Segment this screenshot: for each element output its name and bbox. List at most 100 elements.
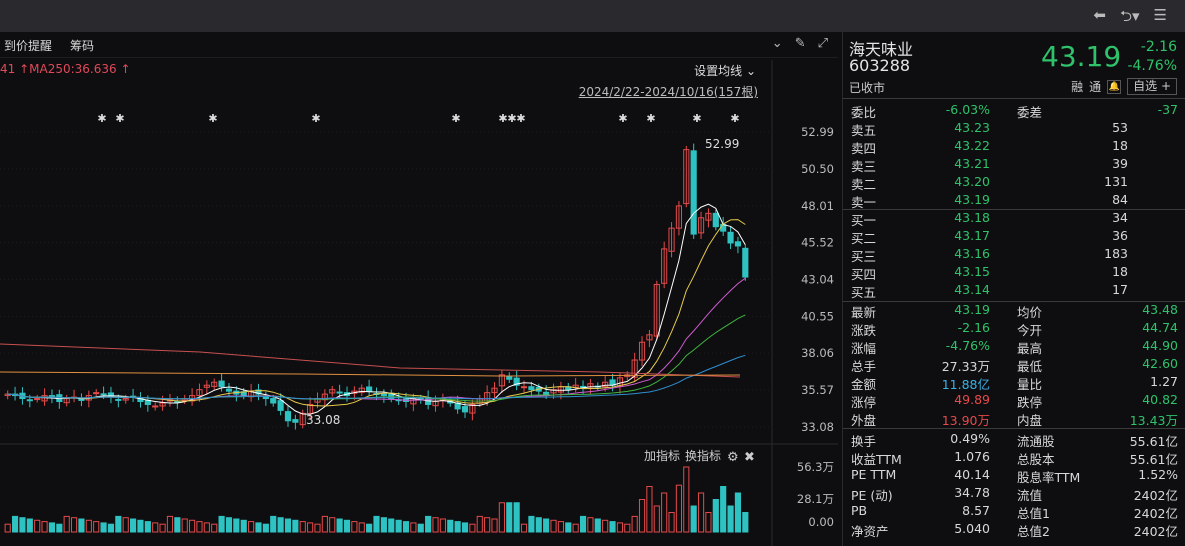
volume-bar	[122, 517, 129, 533]
candle-body	[255, 389, 262, 395]
watchlist-button[interactable]: 自选 +	[1127, 78, 1177, 95]
bid-price: 43.17	[954, 228, 990, 243]
volume-bar	[292, 519, 299, 533]
fund-value: 55.61亿	[1129, 434, 1178, 449]
bid-price: 43.15	[954, 264, 990, 279]
chart-tool-icons: ⌄ ✎ ⤢	[772, 36, 828, 51]
candle-body	[734, 241, 742, 247]
candle-body	[4, 393, 11, 397]
ask-price: 43.23	[954, 120, 990, 135]
event-marker: ✱	[97, 112, 106, 125]
volume-bar	[329, 517, 336, 533]
ma-line-120	[0, 371, 741, 377]
volume-bar	[181, 518, 188, 533]
volume-bar	[203, 522, 210, 533]
bid-price: 43.16	[954, 246, 990, 261]
stat-value: 44.90	[1142, 338, 1178, 353]
switch-indicator-button[interactable]: 换指标	[685, 448, 721, 463]
fund-value: 1.52%	[1138, 467, 1178, 482]
ask-row: 卖二 43.20 131	[843, 173, 1185, 192]
stat-label: 最高	[1017, 341, 1043, 356]
volume-bar	[174, 517, 181, 533]
y-tick-label: 52.99	[801, 125, 834, 139]
stat-value: 40.82	[1142, 392, 1178, 407]
fund-value: 8.57	[962, 503, 990, 518]
gear-icon[interactable]: ⚙	[727, 450, 739, 465]
bell-icon[interactable]: 🔔	[1107, 79, 1122, 94]
ask-price: 43.19	[954, 192, 990, 207]
candle-body	[225, 388, 233, 392]
event-marker: ✱	[730, 112, 739, 125]
volume-bar	[675, 484, 683, 533]
stat-value: 27.33万	[941, 359, 990, 374]
collapse-icon[interactable]: ⌄	[771, 36, 783, 51]
volume-bar	[491, 518, 498, 533]
diff-value: -37	[1157, 102, 1178, 117]
candle-body	[358, 387, 365, 393]
candle-body	[159, 402, 166, 407]
fund-row: PE (动) 34.78 流值 2402亿	[843, 484, 1185, 503]
add-indicator-button[interactable]: 加指标	[644, 448, 680, 463]
candle-body	[336, 391, 343, 394]
tag-rong: 融	[1071, 80, 1084, 94]
chart-pane: 到价提醒 筹码 ⌄ ✎ ⤢ 41 ↑MA250:36.636 ↑ 设置均线 ⌄ …	[0, 32, 838, 546]
stock-code: 603288	[849, 56, 911, 75]
stock-name: 海天味业	[849, 40, 914, 59]
undo-icon[interactable]: ⮌▾	[1120, 7, 1140, 25]
brush-icon[interactable]: ✎	[794, 36, 806, 51]
stat-row: 金额 11.88亿 量比 1.27	[843, 373, 1185, 392]
volume-bar	[380, 517, 387, 533]
candle-body	[513, 377, 520, 386]
kline-chart[interactable]: 52.99 50.50 48.01 45.52 43.04 40.55 38.06 35.57…	[0, 32, 838, 546]
volume-bar	[130, 518, 137, 533]
ask-price: 43.20	[954, 174, 990, 189]
ask-qty: 53	[1112, 120, 1128, 135]
bid-row: 买一 43.18 34	[843, 209, 1185, 228]
event-marker: ✱	[311, 112, 320, 125]
volume-bar	[137, 519, 144, 533]
volume-bar	[85, 519, 92, 533]
ask-qty: 39	[1112, 156, 1128, 171]
candle-body	[100, 393, 107, 396]
fullscreen-icon[interactable]: ⤢	[817, 36, 828, 51]
volume-bar	[602, 519, 609, 533]
volume-bar	[742, 512, 749, 533]
ma-line-250	[0, 343, 741, 378]
stat-value: 43.19	[954, 302, 990, 317]
volume-bar	[48, 522, 56, 533]
date-range: 2024/2/22-2024/10/16(157根)	[578, 85, 758, 99]
volume-bar	[366, 523, 373, 533]
volume-bar	[425, 515, 432, 533]
stat-label: 最低	[1017, 359, 1043, 374]
high-label: 52.99	[705, 137, 739, 151]
y-tick-label: 33.08	[801, 420, 834, 434]
book-divider	[843, 209, 1185, 210]
chips-button[interactable]: 筹码	[70, 39, 95, 53]
event-marker: ✱	[507, 112, 516, 125]
volume-bar	[233, 518, 240, 533]
event-marker: ✱	[646, 112, 655, 125]
stat-value: 43.48	[1142, 302, 1178, 317]
fund-row: 换手 0.49% 流通股 55.61亿	[843, 430, 1185, 449]
y-tick-label: 50.50	[801, 162, 834, 176]
vol-tick-label: 28.1万	[797, 492, 834, 506]
diff-label: 委差	[1017, 105, 1043, 120]
back-icon[interactable]: ⬅	[1093, 6, 1106, 24]
candle-body	[284, 411, 292, 422]
fund-label: 净资产	[851, 524, 889, 539]
volume-bar	[314, 523, 321, 533]
ma-setting-button[interactable]: 设置均线 ⌄	[694, 64, 756, 78]
volume-bar	[572, 523, 579, 533]
menu-icon[interactable]: ☰	[1153, 6, 1167, 24]
volume-bar	[166, 515, 174, 533]
close-icon[interactable]: ✖	[744, 450, 755, 465]
fund-label: PE (动)	[851, 488, 893, 503]
volume-bar	[557, 521, 564, 533]
ma-legend: 41 ↑MA250:36.636 ↑	[0, 62, 131, 76]
candle-body	[653, 283, 660, 337]
price-alert-button[interactable]: 到价提醒	[4, 39, 53, 53]
volume-bar	[240, 519, 247, 533]
event-marker: ✱	[451, 112, 460, 125]
volume-bar	[498, 502, 505, 533]
ask-label: 卖五	[851, 123, 877, 138]
